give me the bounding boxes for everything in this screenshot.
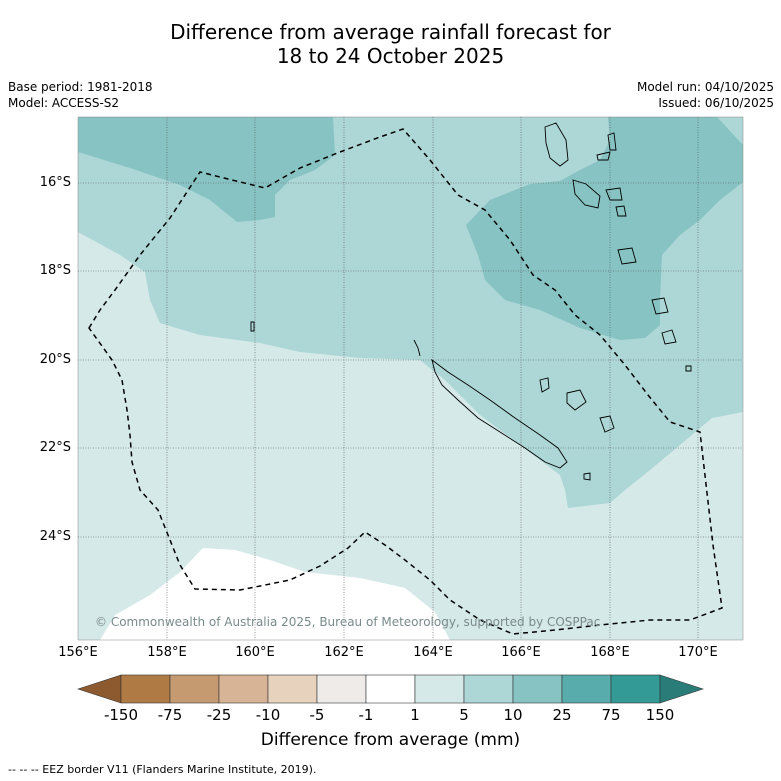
lat-label: 20°S <box>39 352 71 367</box>
ambrym-island <box>605 187 623 201</box>
cb-box <box>365 674 416 704</box>
cb-extend-low <box>77 674 122 704</box>
cb-box <box>610 674 661 704</box>
pentecost-island <box>607 132 617 151</box>
lon-label: 162°E <box>324 645 364 660</box>
colorbar-tick: 75 <box>601 706 621 724</box>
model-run: Model run: 04/10/2025 <box>636 80 774 94</box>
colorbar-tick: 5 <box>459 706 469 724</box>
lat-label: 22°S <box>39 440 71 455</box>
colorbar-tick: 10 <box>503 706 523 724</box>
isle-of-pines <box>583 472 591 481</box>
colorbar <box>77 674 704 704</box>
ouvea-island <box>539 377 550 393</box>
mare-island <box>599 415 615 433</box>
colorbar-tick: -1 <box>358 706 374 724</box>
cb-box <box>463 674 514 704</box>
band-neutral <box>100 548 450 640</box>
eez-border <box>88 128 723 635</box>
cb-box <box>561 674 612 704</box>
map-frame <box>77 116 744 641</box>
maewo-island <box>596 151 611 161</box>
lon-label: 156°E <box>58 645 98 660</box>
aneityum-island <box>685 365 692 372</box>
graticule <box>78 117 743 640</box>
cb-extend-high <box>659 674 704 704</box>
colorbar-title: Difference from average (mm) <box>260 730 521 750</box>
efate-island <box>617 247 637 265</box>
lon-label: 166°E <box>501 645 541 660</box>
lat-label: 24°S <box>39 529 71 544</box>
lon-label: 158°E <box>147 645 187 660</box>
new-caledonia <box>431 358 568 469</box>
lon-label: 170°E <box>678 645 718 660</box>
cb-box <box>218 674 269 704</box>
band-10-25-nw <box>78 117 335 222</box>
cb-box <box>120 674 171 704</box>
rainfall-field <box>78 117 743 640</box>
band-10-25-ne <box>466 117 743 340</box>
cb-box <box>414 674 465 704</box>
colorbar-tick: 150 <box>645 706 675 724</box>
copyright-text: © Commonwealth of Australia 2025, Bureau… <box>95 615 600 629</box>
tanna-island <box>661 329 677 345</box>
lat-label: 18°S <box>39 263 71 278</box>
colorbar-tick: -75 <box>157 706 183 724</box>
cb-box <box>267 674 318 704</box>
model-name: Model: ACCESS-S2 <box>8 96 120 110</box>
issued-date: Issued: 06/10/2025 <box>658 96 774 110</box>
colorbar-tick: -25 <box>206 706 232 724</box>
chesterfield-islands <box>250 321 255 332</box>
lon-label: 164°E <box>413 645 453 660</box>
colorbar-tick: 25 <box>552 706 572 724</box>
belep-islands <box>413 339 421 357</box>
colorbar-tick: 1 <box>410 706 420 724</box>
eez-footnote: -- -- -- EEZ border V11 (Flanders Marine… <box>8 763 317 776</box>
espiritu-santo <box>544 122 569 167</box>
colorbar-tick: -10 <box>255 706 281 724</box>
title-line-2: 18 to 24 October 2025 <box>276 44 505 68</box>
malekula-island <box>572 179 601 209</box>
colorbar-tick: -150 <box>103 706 139 724</box>
epi-island <box>615 205 627 217</box>
erromango-island <box>651 297 669 315</box>
cb-box <box>316 674 367 704</box>
base-period: Base period: 1981-2018 <box>8 80 153 94</box>
colorbar-tick: -5 <box>309 706 325 724</box>
cb-box <box>512 674 563 704</box>
lifou-island <box>566 389 587 411</box>
lon-label: 160°E <box>235 645 275 660</box>
cb-box <box>169 674 220 704</box>
lon-label: 168°E <box>590 645 630 660</box>
title-line-1: Difference from average rainfall forecas… <box>170 20 611 44</box>
lat-label: 16°S <box>39 175 71 190</box>
